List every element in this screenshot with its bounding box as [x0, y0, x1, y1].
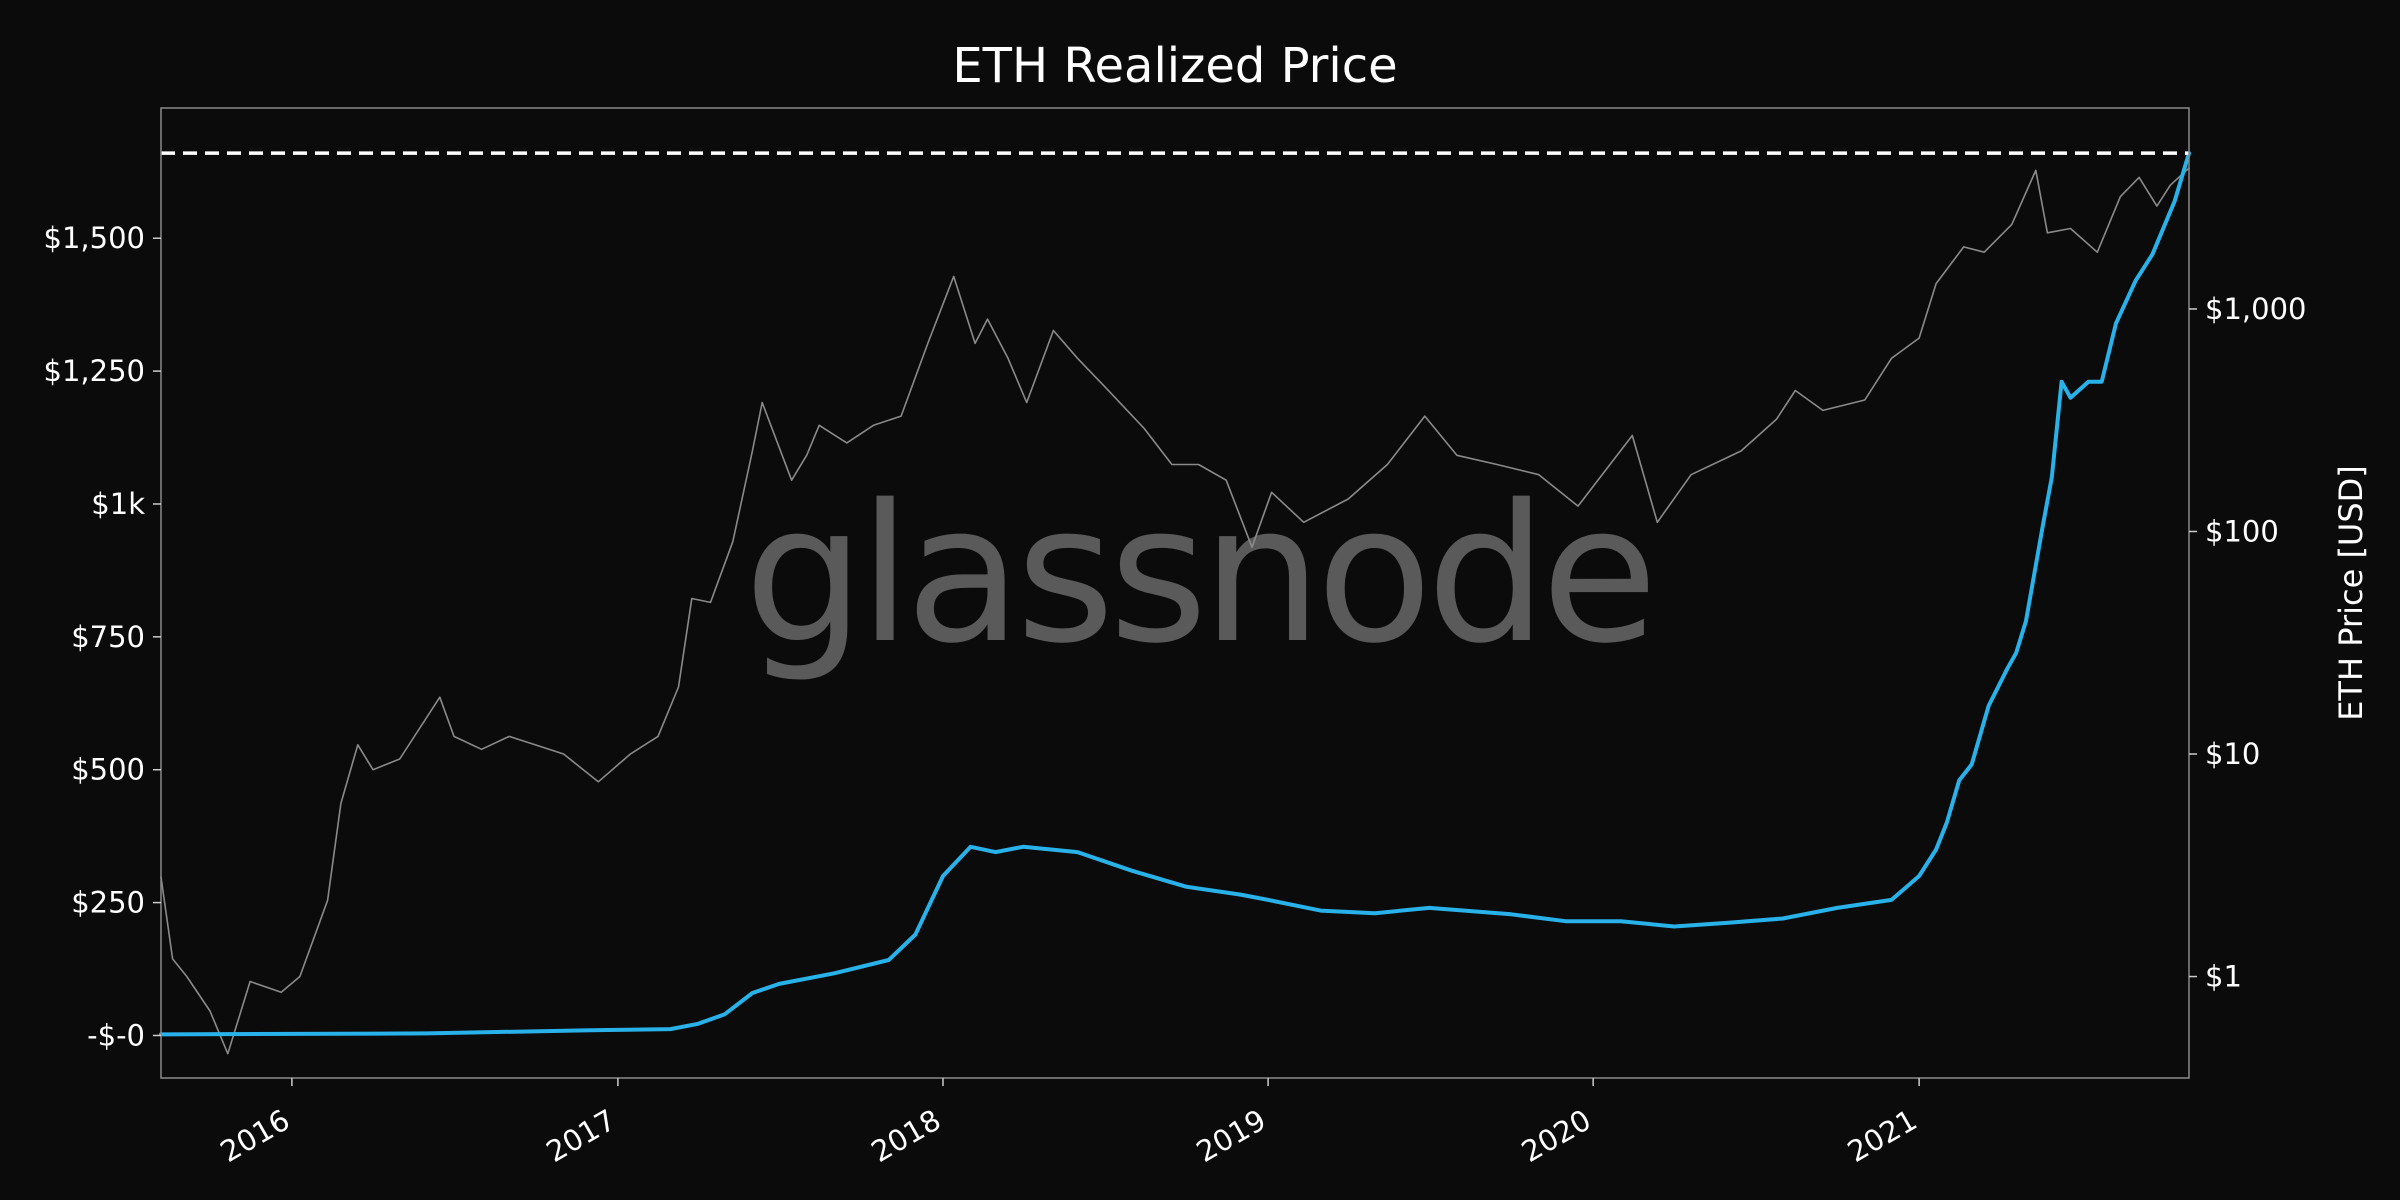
realized-price-line [159, 151, 2191, 1037]
right-tick-label: $1 [2205, 960, 2242, 994]
left-tick-label: $750 [71, 620, 145, 654]
chart-title: ETH Realized Price [952, 38, 1397, 94]
right-tick-label: $100 [2205, 514, 2279, 548]
left-tick-label: $500 [71, 753, 145, 787]
left-tick-label: -$-0 [87, 1018, 145, 1052]
right-tick-label: $10 [2205, 737, 2260, 771]
left-tick-label: $250 [71, 886, 145, 920]
eth-price-line [160, 167, 2190, 1055]
plot-area [159, 151, 2191, 1055]
left-axis: -$-0 $250 $500 $750 $1k $1,250 $1,500 [44, 221, 161, 1052]
plot-frame [160, 107, 2190, 1079]
right-axis-label: ETH Price [USD] [2332, 465, 2370, 721]
left-tick-label: $1k [91, 487, 145, 521]
watermark-logo: glassnode [744, 464, 1652, 685]
right-axis: $1 $10 $100 $1,000 [2189, 292, 2306, 994]
left-tick-label: $1,500 [44, 221, 145, 255]
left-tick-label: $1,250 [44, 354, 145, 388]
right-tick-label: $1,000 [2205, 292, 2306, 326]
